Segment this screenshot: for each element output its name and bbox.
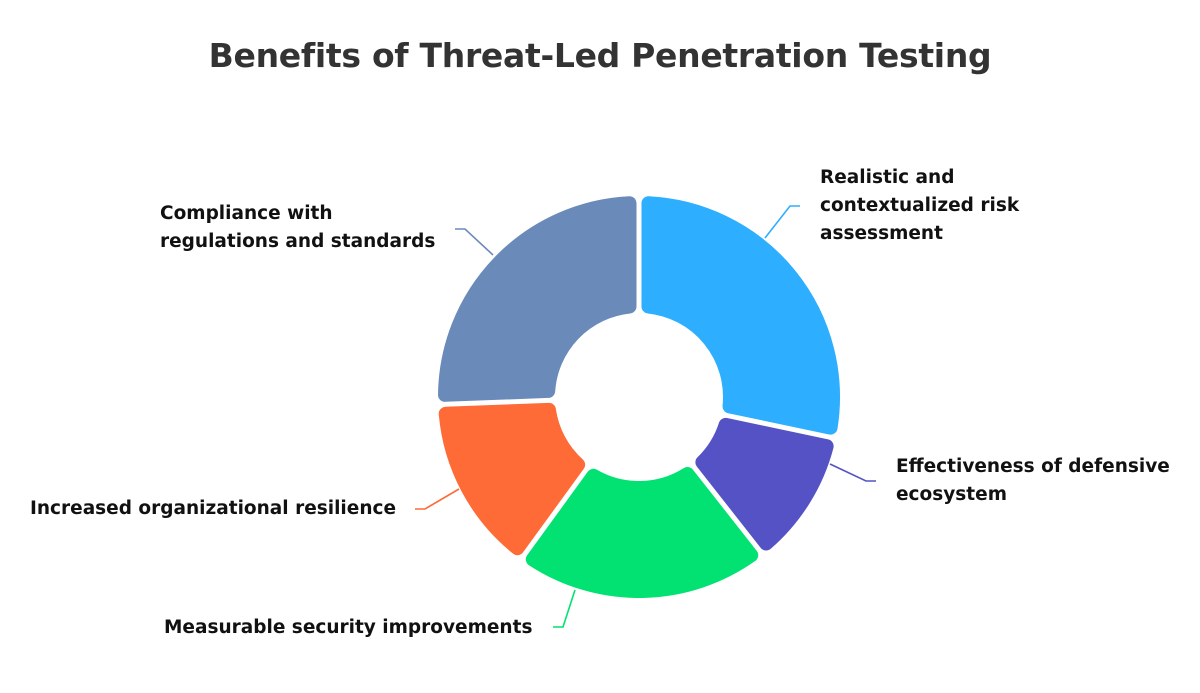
- slice-label-line: assessment: [820, 223, 943, 244]
- leader-line: [455, 228, 494, 256]
- slice-label: Effectiveness of defensive ecosystem: [896, 453, 1170, 509]
- leader-line: [764, 205, 800, 239]
- slice-label: Increased organizational resilience: [30, 495, 396, 523]
- slice-label-line: Measurable security improvements: [164, 617, 533, 638]
- slice-label-line: Compliance with: [160, 203, 333, 224]
- slice-label-line: ecosystem: [896, 484, 1007, 505]
- donut-slice[interactable]: [641, 196, 840, 435]
- slice-label-line: contextualized risk: [820, 195, 1020, 216]
- leader-line: [415, 488, 460, 510]
- slice-label-line: Increased organizational resilience: [30, 498, 397, 519]
- chart-title: Benefits of Threat-Led Penetration Testi…: [208, 36, 992, 75]
- slice-label: Measurable security improvements: [164, 614, 532, 642]
- donut-slice[interactable]: [438, 402, 586, 556]
- slice-label-line: regulations and standards: [160, 231, 436, 252]
- leader-line: [553, 589, 576, 628]
- donut-slice[interactable]: [525, 467, 759, 598]
- slice-label-line: Effectiveness of defensive: [896, 456, 1170, 477]
- donut-slice[interactable]: [438, 196, 637, 402]
- slice-label: Realistic and contextualized risk assessme…: [820, 164, 1019, 248]
- slice-label-line: Realistic and: [820, 167, 955, 188]
- slice-label: Compliance with regulations and standards: [160, 200, 435, 256]
- donut-slice[interactable]: [695, 417, 834, 551]
- leader-line: [829, 463, 876, 482]
